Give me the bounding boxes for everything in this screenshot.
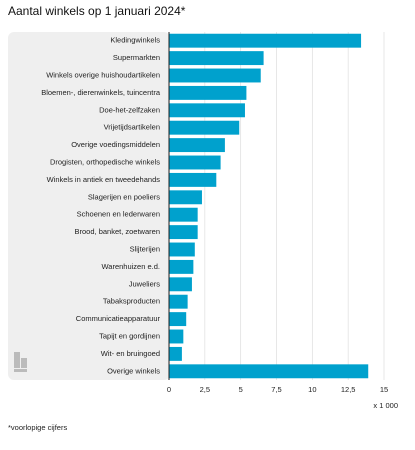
- bar: [169, 103, 245, 118]
- bar: [169, 346, 182, 361]
- y-tick-label: Communicatieapparatuur: [76, 314, 161, 323]
- bar: [169, 155, 221, 170]
- y-tick-label: Juweliers: [129, 279, 161, 288]
- x-tick-label: 15: [380, 385, 388, 394]
- y-tick-label: Winkels overige huishoudartikelen: [46, 70, 160, 79]
- bar: [169, 329, 184, 344]
- y-tick-label: Overige winkels: [107, 366, 160, 375]
- bar: [169, 225, 198, 240]
- bar: [169, 277, 192, 292]
- x-tick-label: 7,5: [271, 385, 281, 394]
- bar: [169, 242, 195, 257]
- bar: [169, 259, 194, 274]
- bar: [169, 51, 264, 66]
- bar: [169, 207, 198, 222]
- bar: [169, 312, 187, 327]
- y-tick-label: Supermarkten: [113, 53, 160, 62]
- bar: [169, 172, 217, 187]
- bar: [169, 120, 240, 135]
- bar: [169, 68, 261, 83]
- label-panel: [8, 32, 170, 380]
- footnote: *voorlopige cijfers: [8, 423, 67, 432]
- bar: [169, 33, 362, 48]
- y-tick-label: Tapijt en gordijnen: [99, 331, 160, 340]
- y-tick-label: Wit- en bruingoed: [101, 349, 160, 358]
- x-tick-label: 10: [308, 385, 316, 394]
- y-tick-label: Kledingwinkels: [110, 36, 160, 45]
- bar: [169, 138, 225, 153]
- y-tick-label: Doe-het-zelfzaken: [99, 105, 160, 114]
- y-tick-label: Vrijetijdsartikelen: [104, 123, 160, 132]
- x-axis-unit: x 1 000: [373, 401, 398, 410]
- y-tick-label: Warenhuizen e.d.: [101, 262, 160, 271]
- chart-title: Aantal winkels op 1 januari 2024*: [8, 4, 186, 18]
- x-tick-label: 2,5: [200, 385, 210, 394]
- y-tick-label: Tabaksproducten: [103, 297, 160, 306]
- y-tick-label: Winkels in antiek en tweedehands: [47, 175, 161, 184]
- x-tick-label: 5: [239, 385, 243, 394]
- x-tick-label: 12,5: [341, 385, 356, 394]
- bar: [169, 364, 369, 379]
- y-tick-label: Schoenen en lederwaren: [77, 210, 160, 219]
- bar: [169, 294, 188, 309]
- logo: [14, 352, 27, 372]
- y-tick-label: Slijterijen: [130, 244, 160, 253]
- y-tick-label: Brood, banket, zoetwaren: [75, 227, 160, 236]
- bar: [169, 85, 247, 100]
- x-tick-label: 0: [167, 385, 171, 394]
- y-tick-label: Overige voedingsmiddelen: [71, 140, 160, 149]
- y-tick-label: Drogisten, orthopedische winkels: [50, 157, 160, 166]
- bar: [169, 190, 202, 205]
- y-tick-label: Bloemen-, dierenwinkels, tuincentra: [41, 88, 161, 97]
- y-tick-label: Slagerijen en poeliers: [88, 192, 160, 201]
